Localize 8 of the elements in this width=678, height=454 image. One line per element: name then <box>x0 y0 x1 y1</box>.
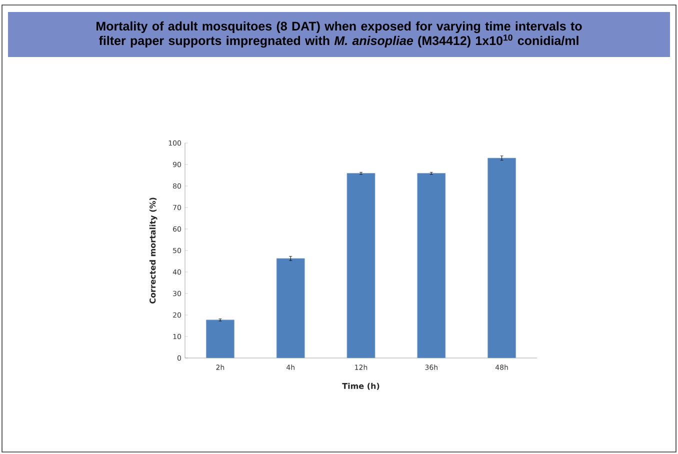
x-axis-title: Time (h) <box>342 382 380 390</box>
y-axis-title: Corrected mortality (%) <box>149 198 158 304</box>
bar <box>206 320 234 358</box>
bar <box>488 158 516 358</box>
bar <box>276 258 305 358</box>
bar <box>417 173 446 358</box>
bar <box>346 173 376 358</box>
chart-title: Mortality of adult mosquitoes (8 DAT) when exposed for varying time intervals to filter paper supports impregnated with M. anisopliae (M34412) 1x10$^{10}$ conidia/ml <box>96 21 582 48</box>
